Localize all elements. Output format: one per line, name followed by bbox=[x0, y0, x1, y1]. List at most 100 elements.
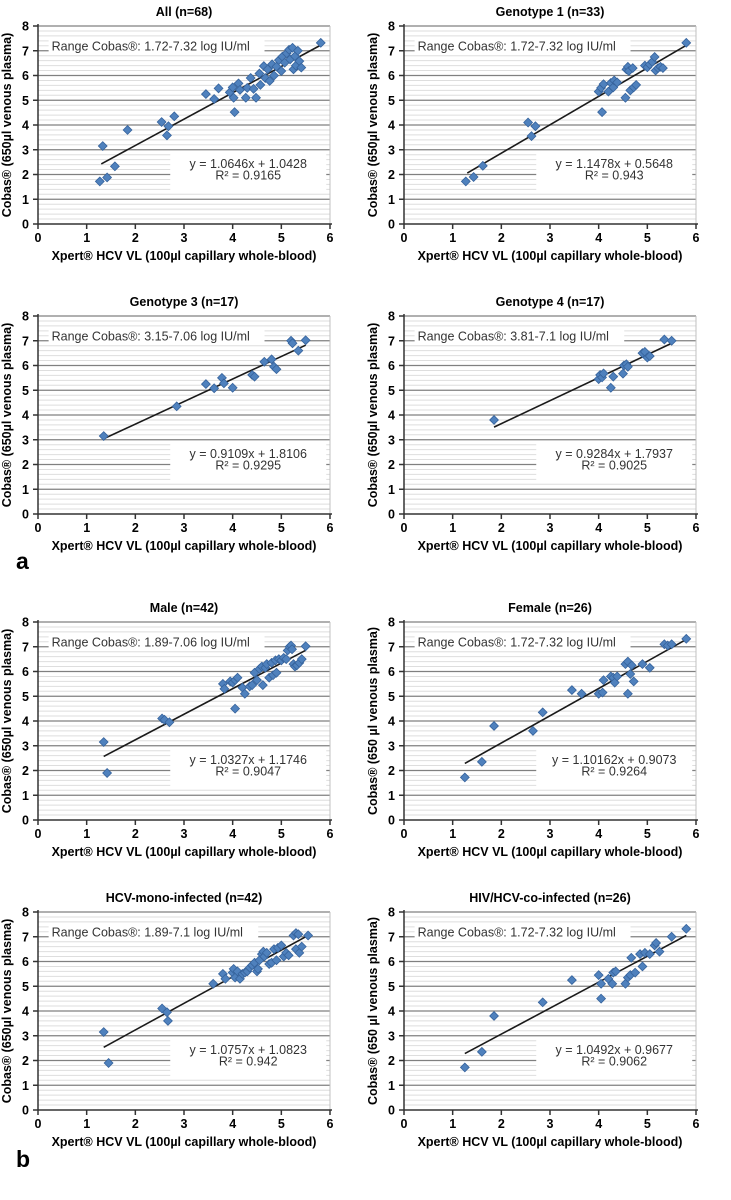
minor-gridlines bbox=[404, 626, 696, 816]
trendline bbox=[464, 638, 687, 765]
y-tick-label: 1 bbox=[388, 483, 395, 497]
data-point bbox=[576, 688, 587, 699]
y-tick-label: 1 bbox=[22, 483, 29, 497]
data-point bbox=[242, 82, 253, 93]
data-point bbox=[269, 70, 279, 81]
scatter-chart: Range Cobas®: 3.81-7.1 log IU/ml y = 0.92… bbox=[366, 292, 731, 574]
x-tick-label: 5 bbox=[644, 521, 651, 535]
r-squared-text: R² = 0.9047 bbox=[215, 765, 281, 779]
range-annotation-bg bbox=[48, 632, 265, 651]
y-tick-label: 5 bbox=[388, 94, 395, 108]
data-point bbox=[271, 667, 282, 678]
data-point bbox=[649, 51, 660, 62]
y-axis-label: Cobas® (650 µl venous plasma) bbox=[366, 627, 380, 815]
y-tick-label: 8 bbox=[22, 906, 29, 920]
data-point bbox=[476, 1046, 487, 1057]
data-point bbox=[292, 45, 303, 56]
data-point bbox=[296, 654, 307, 665]
y-tick-label: 3 bbox=[22, 433, 29, 447]
data-point bbox=[169, 111, 180, 122]
data-point bbox=[659, 334, 670, 345]
data-point bbox=[654, 946, 665, 957]
y-axis-label: Cobas® (650µl venous plasma) bbox=[0, 629, 14, 814]
data-point bbox=[239, 688, 250, 699]
data-point bbox=[267, 59, 278, 70]
x-tick-label: 0 bbox=[401, 1117, 408, 1131]
equation-annotation-bg bbox=[536, 442, 693, 481]
y-tick-label: 4 bbox=[388, 409, 395, 423]
data-point bbox=[218, 378, 229, 389]
y-tick-label: 1 bbox=[388, 1079, 395, 1093]
data-point bbox=[628, 676, 639, 687]
range-annotation: Range Cobas®: 1.89-7.1 log IU/ml bbox=[52, 925, 243, 939]
y-tick-label: 6 bbox=[388, 359, 395, 373]
x-tick-label: 1 bbox=[449, 827, 456, 841]
data-point bbox=[666, 335, 677, 346]
data-point bbox=[164, 717, 175, 728]
data-point bbox=[593, 970, 604, 981]
y-tick-label: 6 bbox=[388, 955, 395, 969]
y-tick-label: 2 bbox=[22, 168, 29, 182]
data-point bbox=[227, 382, 238, 393]
range-annotation-bg bbox=[414, 36, 631, 55]
x-tick-label: 3 bbox=[181, 827, 188, 841]
x-axis-label: Xpert® HCV VL (100µl capillary whole-blo… bbox=[418, 539, 683, 553]
data-point bbox=[537, 707, 548, 718]
y-tick-label: 0 bbox=[388, 218, 395, 232]
y-tick-label: 0 bbox=[22, 814, 29, 828]
chart-panel-all: Range Cobas®: 1.72-7.32 log IU/ml y = 1.0… bbox=[0, 2, 365, 284]
chart-panel-genotype-1: Range Cobas®: 1.72-7.32 log IU/ml y = 1.1… bbox=[366, 2, 731, 284]
x-tick-label: 5 bbox=[278, 521, 285, 535]
y-tick-label: 1 bbox=[22, 789, 29, 803]
data-point bbox=[637, 961, 648, 972]
y-tick-label: 4 bbox=[388, 119, 395, 133]
range-annotation: Range Cobas®: 1.72-7.32 log IU/ml bbox=[418, 635, 616, 649]
data-point bbox=[489, 720, 499, 731]
x-tick-label: 6 bbox=[327, 827, 334, 841]
y-tick-label: 6 bbox=[22, 69, 29, 83]
r-squared-text: R² = 0.9062 bbox=[581, 1055, 647, 1069]
data-point bbox=[612, 671, 623, 682]
x-tick-label: 4 bbox=[229, 521, 236, 535]
y-axis-label: Cobas® (650µl venous plasma) bbox=[366, 323, 380, 508]
data-point bbox=[666, 639, 677, 650]
data-point bbox=[271, 364, 282, 375]
range-annotation: Range Cobas®: 1.72-7.32 log IU/ml bbox=[418, 925, 616, 939]
data-point bbox=[232, 672, 243, 683]
x-tick-label: 5 bbox=[644, 231, 651, 245]
data-point bbox=[459, 1062, 470, 1073]
scatter-chart: Range Cobas®: 3.15-7.06 log IU/ml y = 0.9… bbox=[0, 292, 365, 574]
chart-title: HIV/HCV-co-infected (n=26) bbox=[469, 891, 631, 905]
data-point bbox=[281, 654, 292, 665]
x-axis-label: Xpert® HCV VL (100µl capillary whole-blo… bbox=[418, 845, 683, 859]
data-point bbox=[248, 83, 259, 94]
x-tick-label: 5 bbox=[278, 1117, 285, 1131]
data-point bbox=[276, 940, 287, 951]
data-point bbox=[276, 66, 287, 77]
y-tick-label: 5 bbox=[22, 384, 29, 398]
y-tick-label: 0 bbox=[388, 1104, 395, 1118]
y-tick-label: 6 bbox=[388, 665, 395, 679]
y-tick-label: 7 bbox=[388, 44, 395, 58]
data-point bbox=[598, 368, 609, 379]
chart-panel-female: Range Cobas®: 1.72-7.32 log IU/ml y = 1.1… bbox=[366, 598, 731, 880]
data-point bbox=[98, 431, 109, 442]
data-points bbox=[98, 335, 311, 442]
axes bbox=[399, 314, 698, 519]
y-tick-label: 1 bbox=[22, 1079, 29, 1093]
x-tick-label: 3 bbox=[181, 521, 188, 535]
data-point bbox=[266, 354, 277, 365]
y-tick-label: 7 bbox=[22, 334, 29, 348]
data-point bbox=[296, 941, 307, 952]
y-tick-label: 5 bbox=[22, 690, 29, 704]
x-tick-label: 3 bbox=[547, 827, 554, 841]
data-point bbox=[253, 963, 263, 974]
scatter-chart: Range Cobas®: 1.72-7.32 log IU/ml y = 1.0… bbox=[0, 2, 365, 284]
data-point bbox=[227, 82, 238, 93]
x-tick-label: 5 bbox=[278, 231, 285, 245]
y-tick-label: 0 bbox=[22, 508, 29, 522]
y-tick-label: 3 bbox=[22, 739, 29, 753]
data-point bbox=[293, 929, 304, 940]
data-point bbox=[610, 966, 621, 977]
data-point bbox=[681, 37, 692, 48]
